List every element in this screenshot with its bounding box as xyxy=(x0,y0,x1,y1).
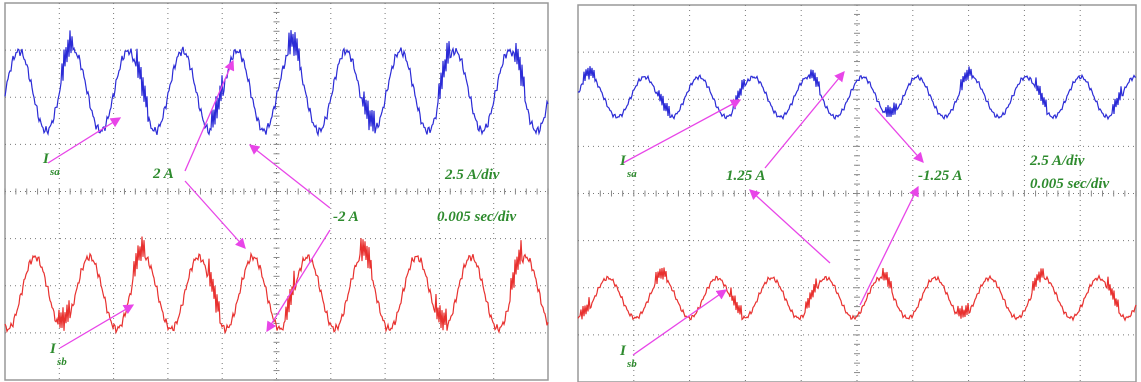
scope-figure: IsaIsb2 A-2 A2.5 A/div0.005 sec/div IsaI… xyxy=(0,0,1141,382)
current-subscript: sa xyxy=(626,168,637,180)
annotation: 1.25 A xyxy=(726,168,765,184)
current-subscript: sa xyxy=(49,166,60,178)
current-symbol: I xyxy=(619,343,627,359)
annotation: 2 A xyxy=(152,166,174,182)
annotation: 2.5 A/div xyxy=(1029,153,1085,169)
current-symbol: I xyxy=(49,341,57,357)
current-subscript: sb xyxy=(56,356,67,368)
annotation: 2.5 A/div xyxy=(444,167,500,183)
annotation: 0.005 sec/div xyxy=(1030,176,1109,192)
current-subscript: sb xyxy=(626,358,637,370)
current-symbol: I xyxy=(42,151,50,167)
annotation: 0.005 sec/div xyxy=(437,209,516,225)
annotation: -1.25 A xyxy=(918,168,962,184)
annotation: -2 A xyxy=(333,209,359,225)
current-symbol: I xyxy=(619,153,627,169)
